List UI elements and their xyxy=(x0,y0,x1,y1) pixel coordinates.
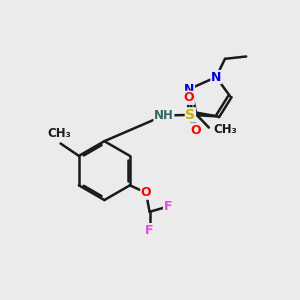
Text: F: F xyxy=(145,224,154,237)
Text: CH₃: CH₃ xyxy=(213,123,237,136)
Text: O: O xyxy=(141,186,152,199)
Text: S: S xyxy=(185,108,195,122)
Text: N: N xyxy=(184,82,194,96)
Text: O: O xyxy=(184,91,194,104)
Text: CH₃: CH₃ xyxy=(47,127,71,140)
Text: O: O xyxy=(190,124,201,137)
Text: NH: NH xyxy=(154,109,174,122)
Text: F: F xyxy=(164,200,172,213)
Text: N: N xyxy=(211,70,221,84)
